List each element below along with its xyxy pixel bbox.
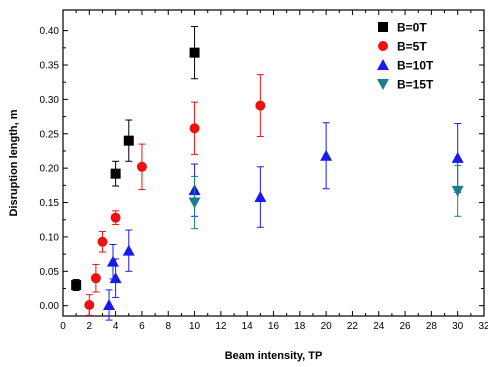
x-tick-label: 8 <box>165 321 171 332</box>
legend-label: B=10T <box>397 59 434 73</box>
x-tick-label: 16 <box>268 321 280 332</box>
legend-marker <box>378 41 388 51</box>
y-tick-label: 0.20 <box>40 164 60 175</box>
legend-label: B=15T <box>397 78 434 92</box>
data-point <box>84 299 95 310</box>
x-axis-title: Beam intensity, TP <box>225 350 323 362</box>
data-point <box>110 168 121 179</box>
x-tick-label: 2 <box>87 321 93 332</box>
legend: B=0T B=5T B=10T B=15T <box>377 21 434 92</box>
data-point <box>97 236 108 247</box>
y-tick-label: 0.00 <box>40 301 60 312</box>
data-point <box>189 123 200 134</box>
x-tick-label: 14 <box>242 321 254 332</box>
y-tick-label: 0.15 <box>40 198 60 209</box>
data-point <box>110 212 121 223</box>
data-point <box>103 298 116 310</box>
y-tick-label: 0.35 <box>40 61 60 72</box>
x-tick-label: 30 <box>452 321 464 332</box>
data-point <box>255 100 266 111</box>
legend-marker <box>377 59 389 70</box>
y-axis-title: Disruption length, m <box>8 109 20 216</box>
x-tick-label: 28 <box>426 321 438 332</box>
y-tick-label: 0.10 <box>40 232 60 243</box>
data-point <box>90 273 101 284</box>
data-point <box>106 255 119 267</box>
x-tick-label: 10 <box>189 321 201 332</box>
data-point <box>71 280 82 291</box>
x-tick-label: 26 <box>400 321 412 332</box>
y-tick-label: 0.25 <box>40 129 60 140</box>
legend-label: B=0T <box>397 21 427 35</box>
x-tick-label: 22 <box>347 321 359 332</box>
x-tick-label: 6 <box>139 321 145 332</box>
legend-marker <box>377 79 389 90</box>
x-tick-label: 0 <box>60 321 66 332</box>
y-tick-label: 0.05 <box>40 267 60 278</box>
data-point <box>320 149 333 161</box>
plot-area: 0 2 4 6 8 10 12 14 16 18 20 22 24 26 28 30 320.000.050.1… <box>40 9 488 332</box>
y-tick-label: 0.30 <box>40 95 60 106</box>
data-point <box>189 47 200 58</box>
x-tick-label: 18 <box>294 321 306 332</box>
y-tick-label: 0.40 <box>40 26 60 37</box>
data-point <box>451 185 464 197</box>
data-point <box>451 151 464 163</box>
data-point <box>109 272 122 284</box>
x-tick-label: 20 <box>321 321 333 332</box>
legend-label: B=5T <box>397 40 427 54</box>
data-point <box>254 191 267 203</box>
data-point <box>123 135 134 146</box>
data-point <box>188 197 201 209</box>
x-tick-label: 12 <box>215 321 227 332</box>
plot-frame <box>62 9 485 317</box>
x-tick-label: 24 <box>373 321 385 332</box>
data-point <box>122 244 135 256</box>
x-tick-label: 32 <box>478 321 488 332</box>
x-tick-label: 4 <box>113 321 119 332</box>
data-point <box>136 161 147 172</box>
legend-marker <box>378 22 388 32</box>
